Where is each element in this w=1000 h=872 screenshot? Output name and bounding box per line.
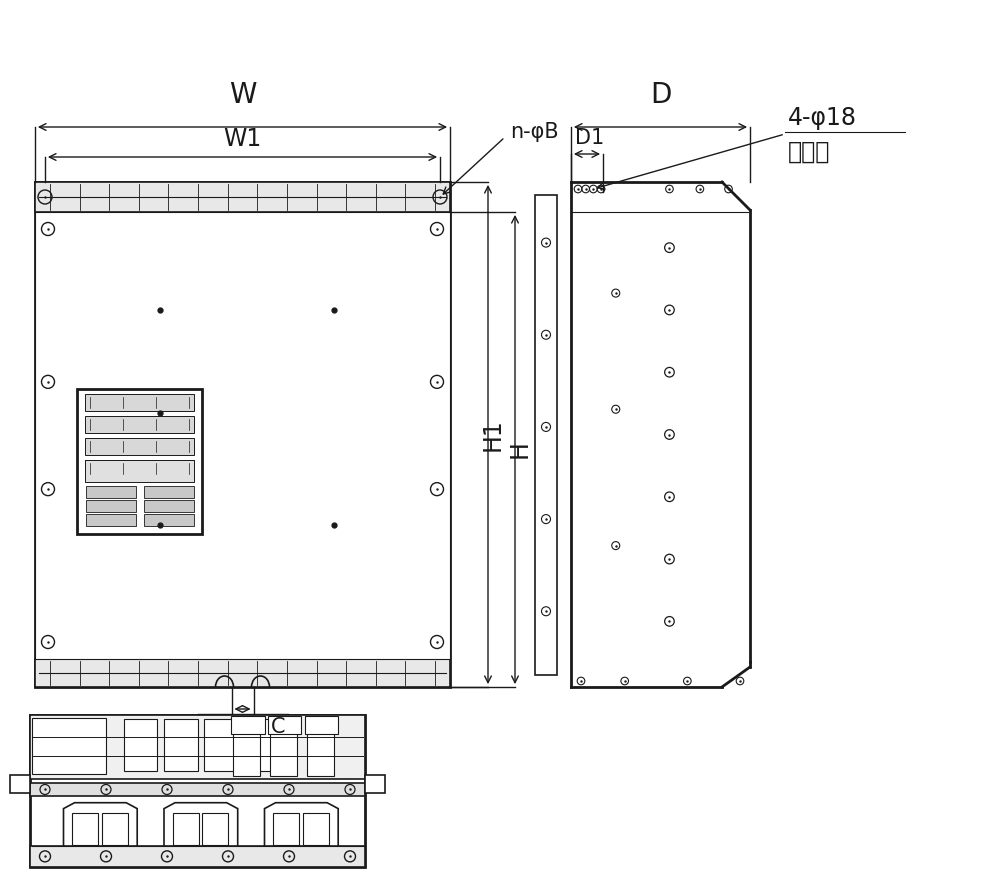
Polygon shape (64, 803, 137, 852)
Bar (85, 416, 194, 433)
Polygon shape (164, 803, 238, 852)
Bar (35, 182, 450, 687)
Bar (30, 846, 365, 867)
Bar (124, 719, 157, 771)
Text: 4-φ18: 4-φ18 (788, 106, 857, 130)
Bar (30, 783, 365, 795)
Bar (173, 813, 199, 845)
Bar (72, 813, 98, 845)
Bar (535, 195, 557, 675)
Bar (35, 212, 450, 659)
Bar (30, 715, 365, 779)
Bar (231, 716, 264, 734)
Bar (270, 725, 297, 776)
Bar (204, 719, 238, 771)
Bar (307, 725, 334, 776)
Bar (144, 514, 194, 526)
Text: W: W (229, 81, 256, 109)
Bar (85, 438, 194, 455)
Text: D: D (650, 81, 671, 109)
Text: D1: D1 (575, 128, 604, 148)
Text: n-φB: n-φB (510, 122, 559, 142)
Bar (303, 813, 329, 845)
Text: H: H (508, 440, 532, 459)
Bar (144, 500, 194, 512)
Bar (305, 716, 338, 734)
Bar (244, 719, 278, 771)
Text: W1: W1 (223, 127, 262, 151)
Bar (102, 813, 128, 845)
Polygon shape (264, 803, 338, 852)
Bar (32, 718, 106, 773)
Text: C: C (270, 717, 285, 737)
Bar (233, 725, 260, 776)
Bar (85, 460, 194, 477)
Bar (86, 486, 136, 498)
Bar (85, 394, 194, 411)
Text: 吹り穴: 吹り穴 (788, 140, 830, 164)
Bar (77, 389, 202, 534)
Bar (144, 486, 194, 498)
Bar (365, 775, 385, 794)
Bar (10, 775, 30, 794)
Bar (164, 719, 198, 771)
Bar (86, 500, 136, 512)
Bar (268, 716, 301, 734)
Bar (30, 715, 365, 867)
Bar (85, 460, 194, 482)
Bar (35, 182, 450, 212)
Bar (86, 514, 136, 526)
Text: H1: H1 (481, 419, 505, 451)
Bar (202, 813, 228, 845)
Bar (273, 813, 299, 845)
Bar (35, 659, 450, 687)
